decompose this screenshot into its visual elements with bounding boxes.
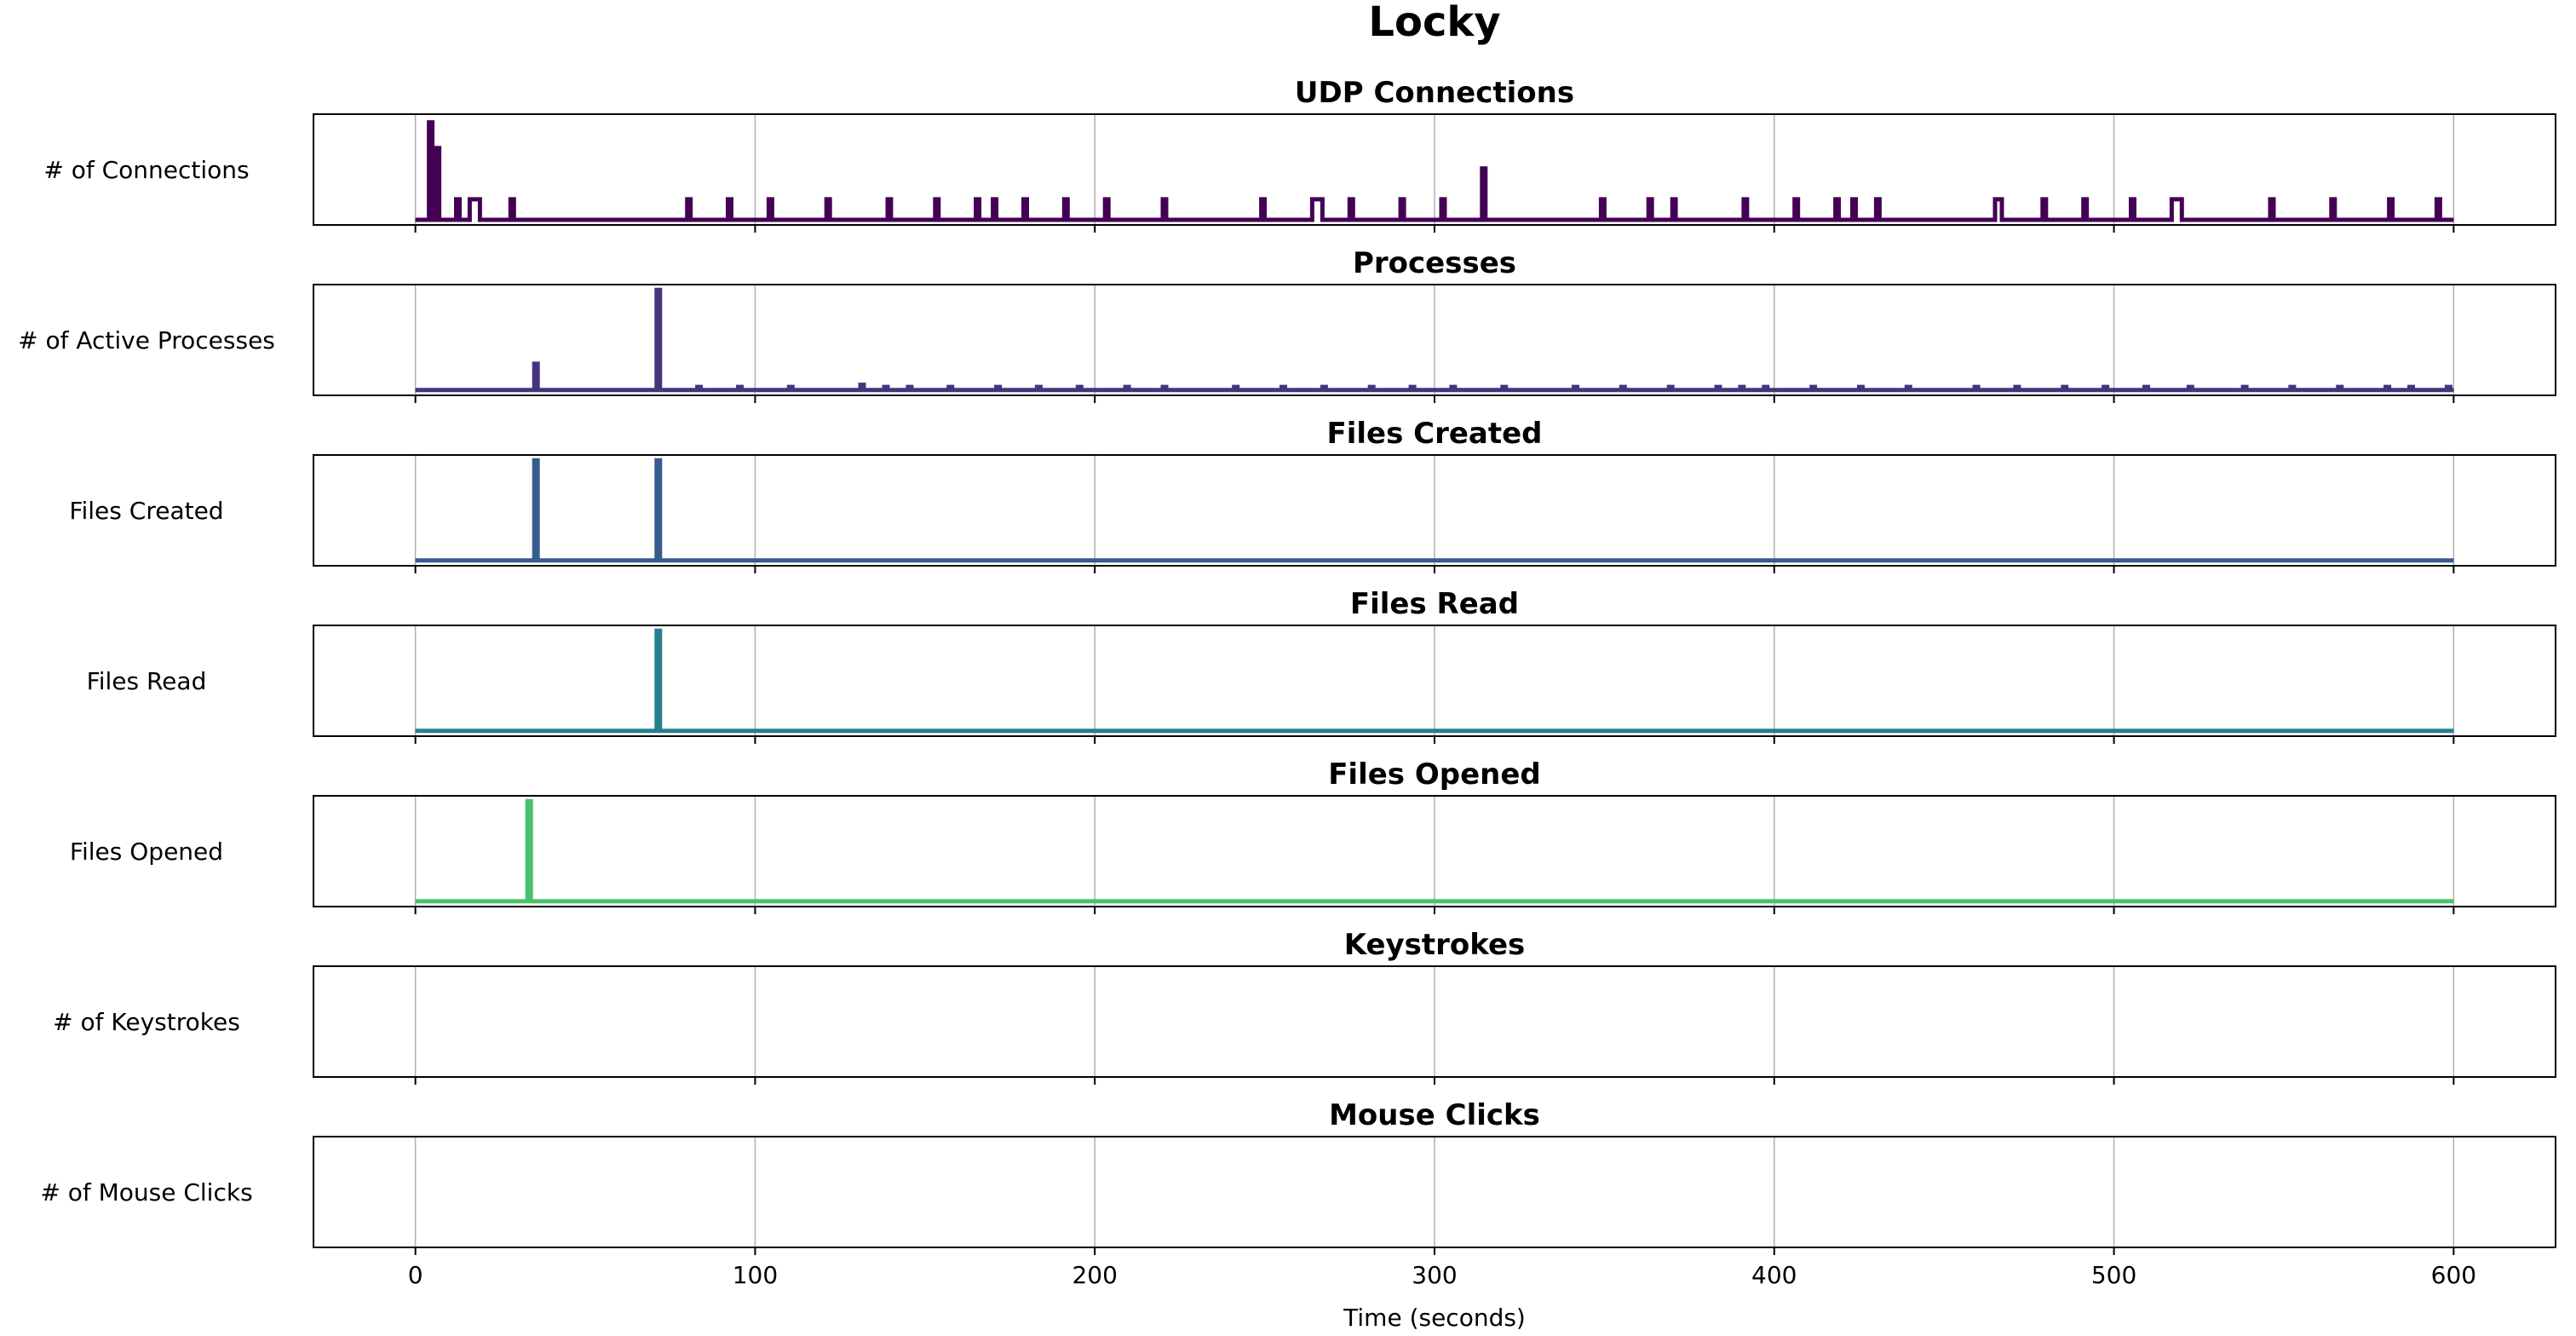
series-line-processes (415, 287, 2454, 393)
x-tick-label: 400 (1751, 1261, 1797, 1289)
panel-title: Mouse Clicks (1329, 1098, 1540, 1132)
series-line-files-opened (415, 798, 2454, 904)
panel-udp: UDP Connections # of Connections (43, 76, 2556, 233)
figure-title: Locky (1368, 0, 1500, 46)
x-tick-label: 300 (1412, 1261, 1457, 1289)
x-tick-label: 0 (408, 1261, 423, 1289)
panel-title: Keystrokes (1344, 928, 1526, 962)
y-axis-label: Files Opened (70, 838, 223, 866)
y-axis-label: # of Mouse Clicks (40, 1178, 252, 1206)
x-tick-label: 100 (733, 1261, 778, 1289)
panel-files-opened: Files Opened Files Opened (70, 757, 2556, 914)
panel-title: Files Read (1350, 587, 1519, 621)
y-axis-label: # of Active Processes (18, 326, 275, 354)
x-axis-label: Time (seconds) (1343, 1304, 1526, 1332)
panel-title: Files Created (1326, 417, 1542, 451)
panel-files-read: Files Read Files Read (87, 587, 2556, 744)
y-axis-label: Files Created (69, 497, 223, 525)
panels: UDP Connections # of Connections Processes… (18, 76, 2556, 1289)
y-axis-label: # of Keystrokes (53, 1008, 240, 1036)
series-line-files-read (415, 628, 2454, 734)
panel-title: Processes (1353, 246, 1516, 280)
panel-keystrokes: Keystrokes # of Keystrokes (53, 928, 2556, 1085)
x-tick-label: 500 (2091, 1261, 2136, 1289)
panel-title: UDP Connections (1295, 76, 1574, 110)
panel-processes: Processes # of Active Processes (18, 246, 2556, 403)
panel-files-created: Files Created Files Created (69, 417, 2556, 573)
x-tick-label: 600 (2431, 1261, 2476, 1289)
y-axis-label: Files Read (87, 667, 207, 695)
x-tick-label: 200 (1072, 1261, 1117, 1289)
series-line-files-created (415, 458, 2454, 563)
panel-title: Files Opened (1328, 757, 1541, 792)
series-line-udp (415, 120, 2454, 222)
panel-mouse-clicks: Mouse Clicks # of Mouse Clicks 0 100 200 300 4… (40, 1098, 2556, 1289)
y-axis-label: # of Connections (43, 156, 249, 184)
